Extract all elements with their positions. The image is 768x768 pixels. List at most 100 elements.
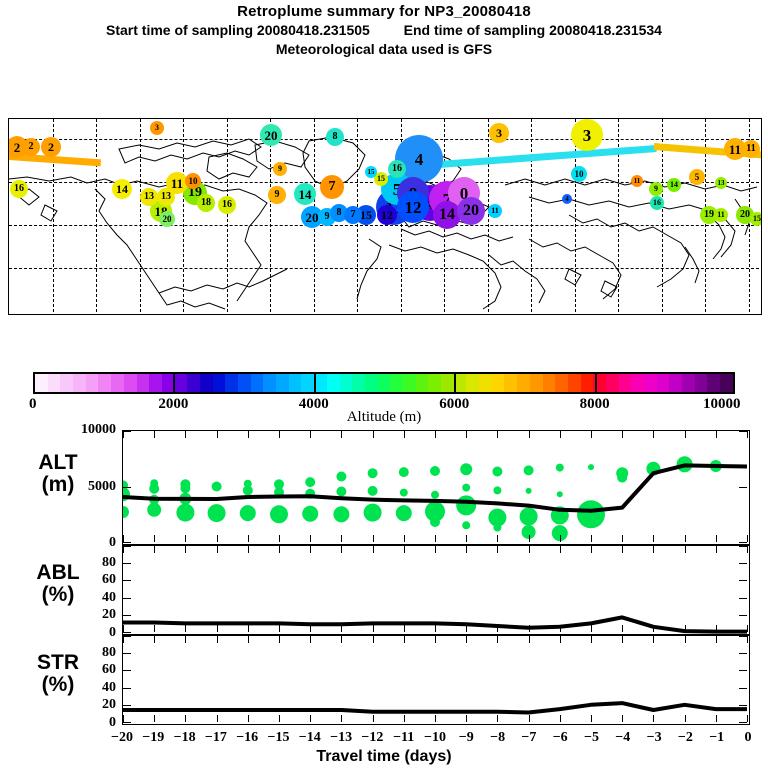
colorbar-swatch [694, 374, 708, 392]
map-bubble: 9 [273, 162, 287, 176]
colorbar-swatch [402, 374, 416, 392]
str-line [123, 701, 747, 715]
axis-tick [404, 546, 405, 553]
axis-tick [653, 715, 654, 722]
colorbar-swatch [707, 374, 721, 392]
world-map[interactable]: 4134758120314201972181120142011214151232… [8, 118, 762, 315]
axis-tick [591, 535, 592, 542]
axis-tick [341, 625, 342, 632]
colorbar-swatch [618, 374, 632, 392]
x-tick-label: −17 [204, 730, 227, 745]
axis-tick [123, 705, 131, 706]
axis-tick [341, 546, 342, 553]
axis-tick [653, 431, 654, 438]
map-bubble: 11 [166, 172, 188, 194]
axis-tick [529, 431, 530, 438]
map-bubble: 12 [377, 205, 397, 225]
axis-tick [123, 688, 131, 689]
alt-panel[interactable] [122, 430, 750, 545]
axis-tick [653, 535, 654, 542]
axis-tick [560, 546, 561, 553]
map-gridline-vertical [96, 119, 97, 312]
axis-tick [747, 715, 748, 722]
axis-tick [185, 546, 186, 553]
axis-tick [185, 715, 186, 722]
axis-tick [739, 563, 747, 564]
axis-tick [529, 715, 530, 722]
x-tick-label: −7 [521, 730, 537, 745]
str-axis-label: STR (%) [8, 652, 108, 696]
alt-scatter-point [336, 486, 347, 497]
axis-tick [591, 625, 592, 632]
axis-tick [685, 535, 686, 542]
map-bubble: 15 [750, 212, 761, 226]
alt-scatter-point [425, 501, 445, 522]
colorbar-tick-label: 2000 [158, 396, 189, 412]
axis-tick [716, 636, 717, 643]
alt-scatter-point [462, 521, 471, 530]
colorbar-swatch [453, 374, 467, 392]
axis-tick [341, 715, 342, 722]
axis-tick [217, 546, 218, 553]
axis-tick [123, 546, 124, 553]
axis-tick [622, 546, 623, 553]
colorbar-swatch [85, 374, 99, 392]
alt-scatter-point [523, 465, 534, 476]
map-bubble: 4 [562, 194, 572, 204]
x-tick-label: −1 [709, 730, 725, 745]
axis-tick [739, 546, 747, 547]
map-gridline-vertical [183, 119, 184, 312]
alt-scatter-point [399, 488, 408, 497]
alt-scatter-point [430, 466, 440, 476]
abl-panel[interactable] [122, 545, 750, 635]
axis-tick [217, 636, 218, 643]
y-tick-label: 20 [102, 697, 116, 713]
axis-tick [154, 535, 155, 542]
axis-tick [248, 636, 249, 643]
alt-scatter-point [431, 490, 439, 499]
axis-tick [123, 535, 124, 542]
axis-tick [310, 546, 311, 553]
alt-scatter-point [243, 479, 252, 488]
alt-scatter-point [367, 468, 378, 479]
axis-tick [716, 715, 717, 722]
axis-tick [739, 653, 747, 654]
colorbar-swatch [187, 374, 200, 392]
axis-tick [341, 636, 342, 643]
axis-tick [123, 722, 131, 723]
axis-tick [739, 670, 747, 671]
colorbar-swatch [136, 374, 150, 392]
axis-tick [279, 715, 280, 722]
map-bubble: 8 [326, 128, 344, 146]
map-bubble: 9 [268, 186, 286, 204]
colorbar-swatch [326, 374, 340, 392]
axis-tick [739, 542, 747, 543]
abl-axis-label: ABL (%) [8, 562, 108, 606]
axis-tick [685, 546, 686, 553]
y-tick-label: 40 [102, 679, 116, 695]
map-bubble: 5 [689, 169, 705, 185]
map-bubble: 20 [457, 197, 485, 225]
colorbar-tick-label: 8000 [579, 396, 610, 412]
altitude-colorbar[interactable] [33, 372, 735, 394]
alt-scatter-point [430, 517, 440, 527]
axis-tick [279, 431, 280, 438]
axis-tick [497, 636, 498, 643]
axis-tick [529, 625, 530, 632]
y-tick-label: 60 [102, 572, 116, 588]
colorbar-swatch [567, 374, 581, 392]
alt-scatter-point [363, 503, 382, 522]
colorbar-swatch [377, 374, 391, 392]
map-bubble: 15 [374, 172, 388, 186]
colorbar-swatch [111, 374, 124, 392]
axis-tick [154, 636, 155, 643]
colorbar-swatch [682, 374, 695, 392]
map-bubble: 14 [112, 179, 132, 199]
map-bubble: 20 [736, 206, 754, 224]
colorbar-swatch [479, 374, 492, 392]
axis-tick [248, 715, 249, 722]
axis-tick [560, 535, 561, 542]
str-panel[interactable] [122, 635, 750, 725]
axis-tick [591, 636, 592, 643]
x-tick-label: −9 [458, 730, 474, 745]
